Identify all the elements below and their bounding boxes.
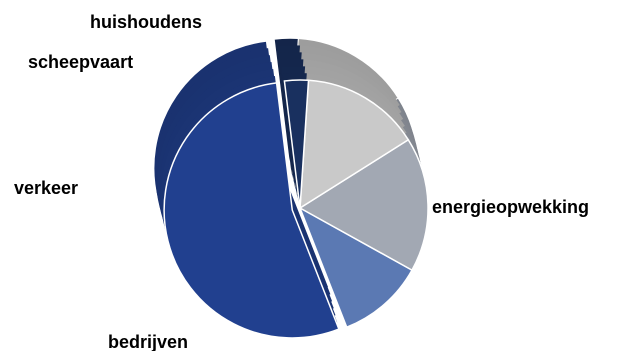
pie-slices (163, 79, 429, 339)
slice-verkeer (298, 138, 429, 272)
label-energieopwekking: energieopwekking (432, 197, 589, 217)
slice-scheepvaart (299, 79, 410, 210)
slice-bedrijven (298, 206, 414, 329)
label-scheepvaart: scheepvaart (28, 52, 133, 72)
label-verkeer: verkeer (14, 178, 78, 198)
slice-huishoudens (283, 79, 310, 209)
label-bedrijven: bedrijven (108, 332, 188, 351)
label-huishoudens: huishoudens (90, 12, 202, 32)
pie-labels: energieopwekking bedrijven verkeer schee… (14, 12, 589, 351)
slice-energieopwekking (163, 82, 340, 339)
